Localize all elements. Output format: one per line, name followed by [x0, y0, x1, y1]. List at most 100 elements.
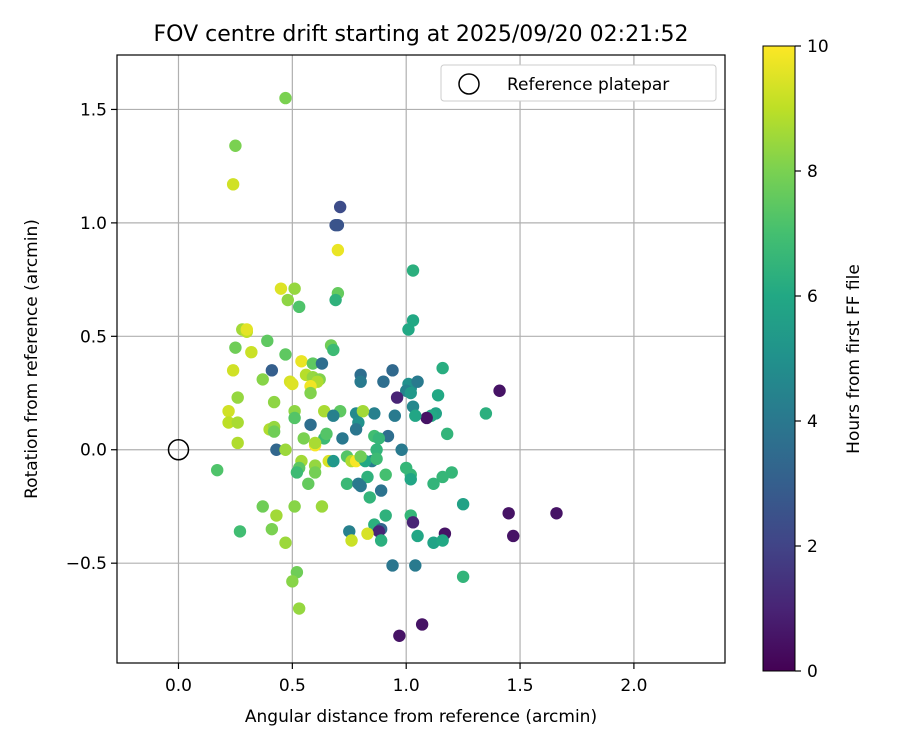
chart-title: FOV centre drift starting at 2025/09/20 … [154, 22, 689, 47]
colorbar-tick-label: 0 [807, 662, 818, 682]
data-point [279, 443, 292, 456]
data-point [436, 470, 449, 484]
x-tick-label: 1.5 [507, 676, 534, 696]
data-point [336, 432, 349, 445]
data-point [427, 477, 440, 490]
data-point [374, 534, 388, 547]
data-point [270, 509, 283, 522]
data-point [456, 570, 470, 583]
data-point [265, 522, 279, 536]
data-point [279, 348, 292, 361]
y-tick-label: −0.5 [66, 554, 107, 574]
data-point [210, 463, 224, 477]
data-point [507, 529, 520, 543]
data-point [456, 497, 470, 511]
data-point [550, 507, 563, 520]
legend-marker-icon [458, 73, 480, 95]
data-point [286, 575, 299, 588]
data-point [404, 386, 417, 400]
data-point [354, 450, 367, 463]
data-point [349, 423, 363, 436]
data-point [308, 466, 322, 479]
data-point [502, 507, 515, 520]
data-point [377, 375, 390, 388]
y-tick-label: 0.5 [80, 327, 107, 347]
data-point [315, 500, 329, 513]
y-tick-label: 1.5 [80, 100, 107, 120]
data-point [436, 361, 449, 375]
data-point [411, 375, 424, 388]
data-point [327, 343, 340, 357]
data-point [406, 264, 420, 277]
data-point [231, 416, 244, 429]
data-point [222, 416, 235, 429]
data-point [304, 386, 317, 400]
data-point [229, 341, 242, 354]
data-point [479, 407, 493, 420]
legend-label: Reference platepar [507, 75, 669, 95]
y-tick-label: 0.0 [80, 441, 107, 461]
data-point [270, 443, 283, 456]
data-point [274, 282, 288, 295]
data-points [210, 91, 563, 642]
data-point [245, 345, 258, 359]
data-point [390, 391, 404, 404]
colorbar-tick-label: 2 [807, 537, 818, 557]
data-point [261, 334, 274, 348]
data-point [356, 404, 370, 418]
data-point [267, 395, 281, 409]
data-point [361, 527, 374, 540]
data-point [436, 534, 449, 547]
data-point [361, 470, 374, 484]
data-point [315, 357, 329, 370]
data-point [292, 300, 306, 314]
data-point [281, 293, 294, 307]
colorbar-gradient [762, 45, 796, 672]
data-point [226, 178, 240, 191]
grid [117, 55, 725, 663]
data-point [402, 323, 415, 336]
data-point [292, 602, 306, 615]
data-point [308, 436, 322, 450]
y-axis-label: Rotation from reference (arcmin) [22, 219, 42, 499]
data-point [288, 282, 301, 295]
data-point [288, 500, 301, 513]
data-point [286, 377, 299, 391]
x-tick-label: 0.5 [279, 676, 306, 696]
data-point [411, 529, 424, 543]
data-point [279, 91, 292, 105]
data-point [354, 479, 367, 493]
data-point [304, 418, 317, 431]
data-point [290, 466, 304, 479]
data-point [415, 618, 429, 631]
data-point [222, 404, 235, 418]
data-point [440, 427, 454, 441]
x-tick-label: 1.0 [393, 676, 420, 696]
data-point [388, 409, 402, 422]
y-tick-label: 1.0 [80, 214, 107, 234]
colorbar-tick-label: 6 [807, 287, 818, 307]
data-point [226, 364, 240, 377]
data-point [233, 525, 247, 538]
data-point [409, 559, 422, 572]
data-point [327, 409, 340, 422]
data-point [267, 425, 281, 438]
data-point [340, 477, 354, 490]
colorbar-tick-label: 10 [807, 37, 829, 57]
data-point [329, 293, 342, 307]
data-point [306, 357, 320, 370]
data-point [404, 473, 417, 486]
data-point [374, 484, 388, 497]
colorbar-tick-label: 4 [807, 412, 818, 432]
data-point [331, 243, 345, 257]
data-point [327, 454, 340, 468]
data-point [279, 536, 292, 549]
data-point [386, 559, 399, 572]
data-point [231, 391, 244, 404]
data-point [302, 477, 315, 490]
data-point [256, 373, 269, 386]
x-tick-label: 2.0 [620, 676, 647, 696]
x-tick-label: 0.0 [165, 676, 192, 696]
colorbar-ticks: 0 2 4 6 8 10 [795, 37, 829, 682]
data-point [288, 411, 301, 425]
